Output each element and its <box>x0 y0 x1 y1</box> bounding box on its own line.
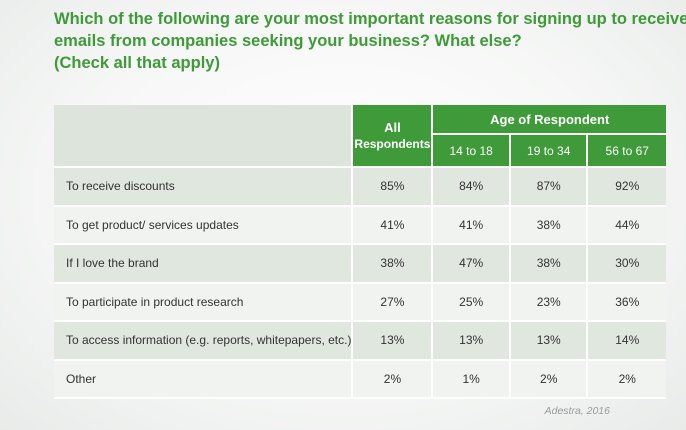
cell-56-67: 30% <box>588 245 666 284</box>
cell-19-34: 38% <box>510 245 589 284</box>
cell-14-18: 1% <box>433 360 511 399</box>
cell-19-34: 2% <box>510 360 589 399</box>
cell-14-18: 25% <box>433 283 511 322</box>
cell-all: 2% <box>353 360 434 399</box>
cell-19-34: 13% <box>510 322 589 361</box>
row-label: If I love the brand <box>54 245 354 284</box>
row-label: To participate in product research <box>54 283 354 322</box>
table-row: To get product/ services updates 41% 41%… <box>54 206 666 245</box>
survey-table: All Respondents Age of Respondent 14 to … <box>54 105 666 399</box>
source-credit: Adestra, 2016 <box>544 405 610 417</box>
row-label: Other <box>54 360 354 399</box>
header-age-19-34: 19 to 34 <box>510 135 589 168</box>
chart-title: Which of the following are your most imp… <box>54 8 686 74</box>
cell-19-34: 23% <box>510 283 589 322</box>
cell-14-18: 84% <box>433 168 511 207</box>
cell-all: 41% <box>353 206 434 245</box>
table-row: If I love the brand 38% 47% 38% 30% <box>54 245 666 284</box>
title-line-3: (Check all that apply) <box>54 54 220 72</box>
table-row: To access information (e.g. reports, whi… <box>54 322 666 361</box>
header-all-line-1: All <box>384 119 401 135</box>
cell-all: 38% <box>353 245 434 284</box>
table-row: To receive discounts 85% 84% 87% 92% <box>54 168 666 207</box>
cell-56-67: 44% <box>588 206 666 245</box>
table-corner-cell <box>54 105 354 168</box>
header-age-14-18: 14 to 18 <box>433 135 511 168</box>
row-label: To access information (e.g. reports, whi… <box>54 322 354 361</box>
cell-56-67: 36% <box>588 283 666 322</box>
cell-56-67: 2% <box>588 360 666 399</box>
cell-all: 27% <box>353 283 434 322</box>
cell-14-18: 47% <box>433 245 511 284</box>
cell-19-34: 38% <box>510 206 589 245</box>
table-row: To participate in product research 27% 2… <box>54 283 666 322</box>
title-line-1: Which of the following are your most imp… <box>54 10 686 28</box>
header-all-line-2: Respondents <box>354 136 431 151</box>
cell-14-18: 13% <box>433 322 511 361</box>
cell-56-67: 14% <box>588 322 666 361</box>
cell-14-18: 41% <box>433 206 511 245</box>
title-line-2: emails from companies seeking your busin… <box>54 32 522 50</box>
cell-all: 13% <box>353 322 434 361</box>
cell-56-67: 92% <box>588 168 666 207</box>
row-label: To get product/ services updates <box>54 206 354 245</box>
header-age-group: Age of Respondent <box>433 105 666 135</box>
cell-19-34: 87% <box>510 168 589 207</box>
header-all-respondents: All Respondents <box>353 105 434 168</box>
header-age-56-67: 56 to 67 <box>588 135 666 168</box>
row-label: To receive discounts <box>54 168 354 207</box>
cell-all: 85% <box>353 168 434 207</box>
table-row: Other 2% 1% 2% 2% <box>54 360 666 399</box>
